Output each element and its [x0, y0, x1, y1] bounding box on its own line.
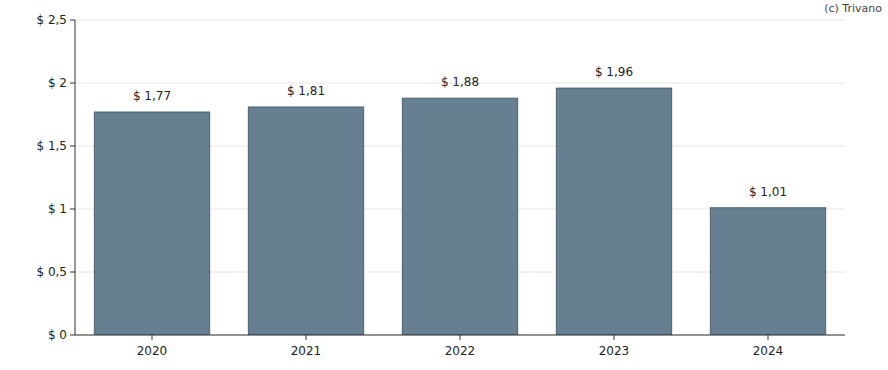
y-tick — [70, 209, 75, 210]
y-axis-line — [75, 20, 76, 335]
bar — [94, 112, 210, 335]
y-tick — [70, 335, 75, 336]
x-tick — [614, 335, 615, 340]
bar — [556, 88, 672, 335]
y-tick — [70, 272, 75, 273]
x-tick — [460, 335, 461, 340]
y-tick-label: $ 1,5 — [36, 139, 67, 153]
x-tick — [768, 335, 769, 340]
x-tick-label: 2022 — [445, 344, 476, 358]
bars — [94, 88, 826, 335]
bar — [402, 98, 518, 335]
chart-svg: $ 0 $ 0,5 $ 1 $ 1,5 $ 2 $ 2,5 $ 1,77 $ 1,81 $ 1,… — [0, 0, 888, 370]
data-label: $ 1,96 — [595, 65, 633, 79]
y-tick — [70, 83, 75, 84]
chart-container: $ 0 $ 0,5 $ 1 $ 1,5 $ 2 $ 2,5 $ 1,77 $ 1,81 $ 1,… — [0, 0, 888, 370]
x-tick-label: 2024 — [753, 344, 784, 358]
bar — [710, 208, 826, 335]
y-tick — [70, 146, 75, 147]
x-tick — [152, 335, 153, 340]
y-tick-label: $ 0,5 — [36, 265, 67, 279]
copyright: (c) Trivano — [824, 2, 882, 15]
y-tick-label: $ 2 — [48, 76, 67, 90]
x-tick-label: 2021 — [291, 344, 322, 358]
x-tick — [306, 335, 307, 340]
y-tick-label: $ 0 — [48, 328, 67, 342]
bar — [248, 107, 364, 335]
data-label: $ 1,88 — [441, 75, 479, 89]
grid-line — [75, 20, 845, 21]
data-label: $ 1,01 — [749, 185, 787, 199]
data-label: $ 1,77 — [133, 89, 171, 103]
y-tick-label: $ 2,5 — [36, 13, 67, 27]
data-label: $ 1,81 — [287, 84, 325, 98]
y-tick — [70, 20, 75, 21]
x-tick-label: 2020 — [137, 344, 168, 358]
x-tick-label: 2023 — [599, 344, 630, 358]
y-tick-label: $ 1 — [48, 202, 67, 216]
